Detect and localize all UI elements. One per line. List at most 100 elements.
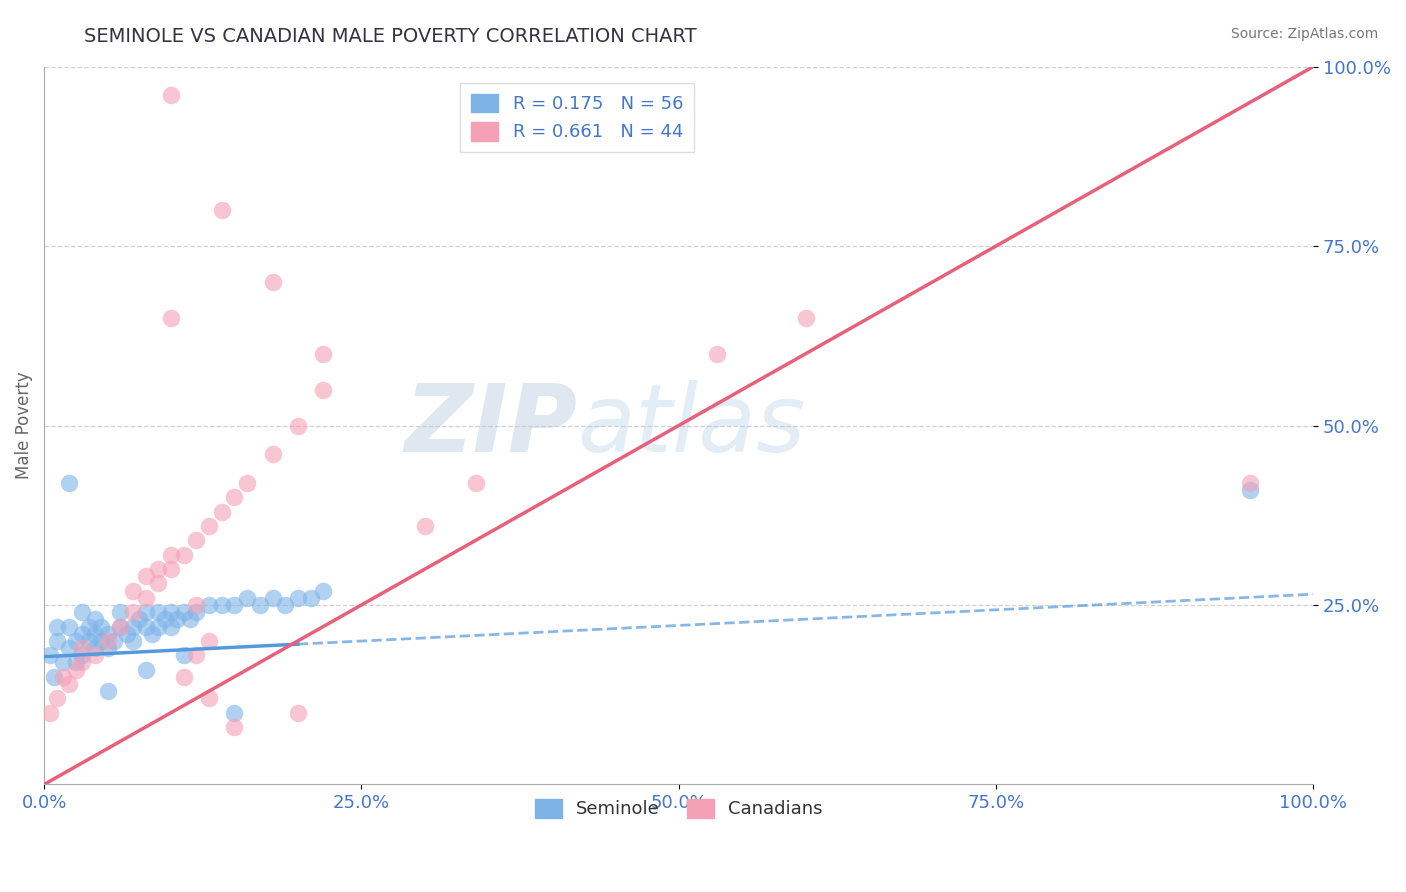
Point bbox=[198, 598, 221, 612]
Point bbox=[173, 548, 195, 562]
Point bbox=[97, 626, 120, 640]
Point bbox=[90, 633, 112, 648]
Point bbox=[794, 310, 817, 325]
Point bbox=[58, 619, 80, 633]
Point bbox=[236, 475, 259, 490]
Point bbox=[97, 641, 120, 656]
Y-axis label: Male Poverty: Male Poverty bbox=[15, 372, 32, 479]
Point bbox=[65, 663, 87, 677]
Point bbox=[122, 633, 145, 648]
Point bbox=[312, 347, 335, 361]
Point bbox=[287, 591, 309, 605]
Point bbox=[77, 619, 100, 633]
Point bbox=[166, 612, 188, 626]
Point bbox=[287, 706, 309, 720]
Point bbox=[141, 626, 163, 640]
Point bbox=[148, 605, 170, 619]
Text: atlas: atlas bbox=[576, 380, 806, 471]
Point bbox=[160, 562, 183, 576]
Point bbox=[224, 706, 246, 720]
Point bbox=[186, 598, 208, 612]
Point bbox=[186, 533, 208, 548]
Point bbox=[299, 591, 322, 605]
Point bbox=[135, 605, 157, 619]
Point bbox=[262, 275, 284, 289]
Point bbox=[211, 505, 233, 519]
Text: Source: ZipAtlas.com: Source: ZipAtlas.com bbox=[1230, 27, 1378, 41]
Point bbox=[179, 612, 201, 626]
Point bbox=[249, 598, 271, 612]
Point bbox=[1239, 475, 1261, 490]
Point bbox=[45, 633, 67, 648]
Point bbox=[65, 633, 87, 648]
Point bbox=[413, 519, 436, 533]
Point bbox=[70, 605, 93, 619]
Point bbox=[135, 569, 157, 583]
Point bbox=[135, 619, 157, 633]
Legend: Seminole, Canadians: Seminole, Canadians bbox=[527, 792, 830, 826]
Point bbox=[148, 562, 170, 576]
Point bbox=[52, 670, 75, 684]
Point bbox=[110, 619, 132, 633]
Point bbox=[464, 475, 486, 490]
Text: SEMINOLE VS CANADIAN MALE POVERTY CORRELATION CHART: SEMINOLE VS CANADIAN MALE POVERTY CORREL… bbox=[84, 27, 697, 45]
Point bbox=[44, 670, 66, 684]
Point bbox=[83, 641, 105, 656]
Point bbox=[173, 648, 195, 663]
Point bbox=[70, 641, 93, 656]
Point bbox=[160, 619, 183, 633]
Point bbox=[153, 612, 176, 626]
Point bbox=[148, 619, 170, 633]
Point bbox=[160, 88, 183, 103]
Point bbox=[211, 203, 233, 218]
Point bbox=[135, 663, 157, 677]
Point bbox=[90, 619, 112, 633]
Point bbox=[186, 648, 208, 663]
Point bbox=[262, 591, 284, 605]
Point bbox=[65, 656, 87, 670]
Point bbox=[706, 347, 728, 361]
Point bbox=[115, 626, 138, 640]
Point bbox=[39, 706, 62, 720]
Point bbox=[224, 491, 246, 505]
Point bbox=[312, 583, 335, 598]
Point bbox=[173, 605, 195, 619]
Point bbox=[97, 684, 120, 698]
Point bbox=[160, 548, 183, 562]
Text: ZIP: ZIP bbox=[405, 379, 576, 472]
Point bbox=[1239, 483, 1261, 497]
Point bbox=[160, 310, 183, 325]
Point bbox=[70, 648, 93, 663]
Point bbox=[110, 619, 132, 633]
Point bbox=[45, 619, 67, 633]
Point bbox=[186, 605, 208, 619]
Point bbox=[45, 691, 67, 706]
Point bbox=[103, 633, 125, 648]
Point bbox=[211, 598, 233, 612]
Point bbox=[70, 626, 93, 640]
Point bbox=[312, 383, 335, 397]
Point bbox=[198, 691, 221, 706]
Point bbox=[274, 598, 297, 612]
Point bbox=[224, 720, 246, 734]
Point bbox=[83, 648, 105, 663]
Point bbox=[135, 591, 157, 605]
Point bbox=[58, 677, 80, 691]
Point bbox=[128, 612, 150, 626]
Point bbox=[52, 656, 75, 670]
Point bbox=[58, 475, 80, 490]
Point bbox=[224, 598, 246, 612]
Point bbox=[97, 633, 120, 648]
Point bbox=[262, 447, 284, 461]
Point bbox=[122, 619, 145, 633]
Point bbox=[287, 418, 309, 433]
Point bbox=[122, 583, 145, 598]
Point bbox=[173, 670, 195, 684]
Point bbox=[160, 605, 183, 619]
Point bbox=[70, 656, 93, 670]
Point bbox=[122, 605, 145, 619]
Point bbox=[83, 612, 105, 626]
Point bbox=[58, 641, 80, 656]
Point bbox=[110, 605, 132, 619]
Point bbox=[236, 591, 259, 605]
